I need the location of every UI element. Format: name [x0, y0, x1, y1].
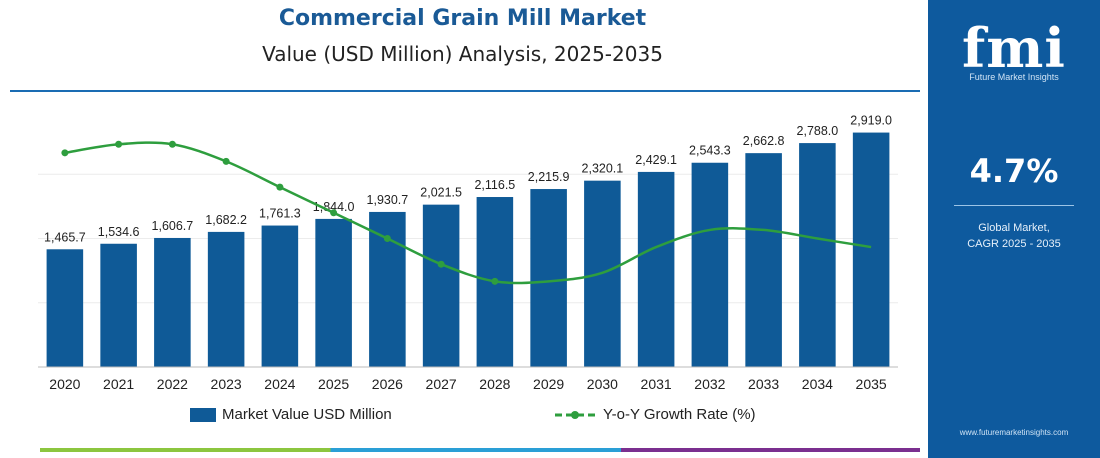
bar-2020: [46, 249, 84, 367]
data-label-2032: 2,543.3: [689, 144, 731, 158]
bar-2024: [261, 225, 299, 367]
data-label-2024: 1,761.3: [259, 207, 301, 221]
x-tick-2035: 2035: [856, 376, 887, 392]
data-label-2034: 2,788.0: [797, 124, 839, 138]
data-label-2025: 1,844.0: [313, 200, 355, 214]
growth-point-2020: [61, 149, 69, 157]
growth-point-2028: [491, 277, 499, 285]
x-tick-2028: 2028: [479, 376, 510, 392]
x-tick-2029: 2029: [533, 376, 564, 392]
cagr-label-line2: CAGR 2025 - 2035: [967, 238, 1061, 250]
data-label-2030: 2,320.1: [582, 162, 624, 176]
growth-point-2021: [115, 140, 123, 148]
growth-point-2023: [222, 157, 230, 165]
x-tick-2022: 2022: [157, 376, 188, 392]
chart-plot: 1,465.7 2020 1,534.6 2021 1,606.7 2022 1,682.2…: [38, 114, 898, 392]
logo-wordmark: fmi: [962, 16, 1066, 80]
x-tick-2023: 2023: [211, 376, 242, 392]
growth-point-2025: [330, 209, 338, 217]
growth-rate-line: [64, 141, 872, 285]
logo-tagline: Future Market Insights: [969, 72, 1059, 82]
bottom-color-stripe: [40, 448, 920, 452]
bar-2021: [100, 243, 137, 367]
bar-2029: [530, 189, 567, 367]
data-label-2021: 1,534.6: [98, 225, 140, 239]
bar-2032: [691, 162, 729, 367]
growth-point-2027: [437, 260, 445, 268]
data-label-2027: 2,021.5: [420, 186, 462, 200]
chart-title: Commercial Grain Mill Market: [278, 6, 647, 31]
x-tick-2024: 2024: [264, 376, 295, 392]
bar-2034: [799, 143, 836, 367]
growth-point-2022: [168, 140, 176, 148]
growth-point-2024: [276, 183, 284, 191]
x-tick-2031: 2031: [641, 376, 672, 392]
data-label-2026: 1,930.7: [367, 193, 409, 207]
data-label-2035: 2,919.0: [850, 114, 892, 128]
x-tick-2032: 2032: [694, 376, 725, 392]
x-tick-2030: 2030: [587, 376, 618, 392]
chart-panel: Commercial Grain Mill Market Value (USD …: [0, 6, 925, 452]
cagr-value: 4.7%: [969, 152, 1059, 190]
chart-subtitle: Value (USD Million) Analysis, 2025-2035: [262, 42, 663, 66]
data-label-2022: 1,606.7: [152, 219, 194, 233]
data-label-2029: 2,215.9: [528, 170, 570, 184]
legend-line-swatch: [555, 410, 595, 419]
bar-2023: [207, 231, 245, 367]
fmi-logo: fmi: [928, 8, 1100, 84]
bar-2022: [154, 237, 191, 367]
bar-2033: [745, 153, 782, 367]
legend-label-growth-rate: Y-o-Y Growth Rate (%): [603, 406, 756, 423]
x-tick-2033: 2033: [748, 376, 779, 392]
x-tick-2025: 2025: [318, 376, 349, 392]
x-tick-2020: 2020: [49, 376, 80, 392]
x-tick-2027: 2027: [426, 376, 457, 392]
title-divider: [10, 90, 920, 92]
data-label-2023: 1,682.2: [205, 213, 247, 227]
site-url: www.futuremarketinsights.com: [959, 428, 1069, 437]
x-tick-2034: 2034: [802, 376, 833, 392]
cagr-label-line1: Global Market,: [978, 222, 1050, 234]
bar-2027: [422, 204, 460, 367]
data-label-2020: 1,465.7: [44, 230, 86, 244]
bar-2035: [852, 132, 890, 367]
x-tick-2021: 2021: [103, 376, 134, 392]
data-label-2031: 2,429.1: [635, 153, 677, 167]
legend-item-market-value: Market Value USD Million: [190, 406, 392, 423]
bar-2025: [315, 218, 352, 367]
x-tick-2026: 2026: [372, 376, 403, 392]
chart-legend: Market Value USD Million Y-o-Y Growth Ra…: [0, 406, 925, 432]
data-label-2033: 2,662.8: [743, 134, 785, 148]
legend-label-market-value: Market Value USD Million: [222, 406, 392, 423]
legend-item-growth-rate: Y-o-Y Growth Rate (%): [555, 406, 756, 423]
data-label-2028: 2,116.5: [474, 178, 515, 192]
legend-bar-swatch: [190, 407, 216, 422]
side-panel: fmi Future Market Insights 4.7% Global M…: [928, 0, 1100, 458]
bar-2031: [637, 171, 675, 367]
growth-point-2026: [383, 235, 391, 242]
cagr-divider: [954, 205, 1074, 206]
